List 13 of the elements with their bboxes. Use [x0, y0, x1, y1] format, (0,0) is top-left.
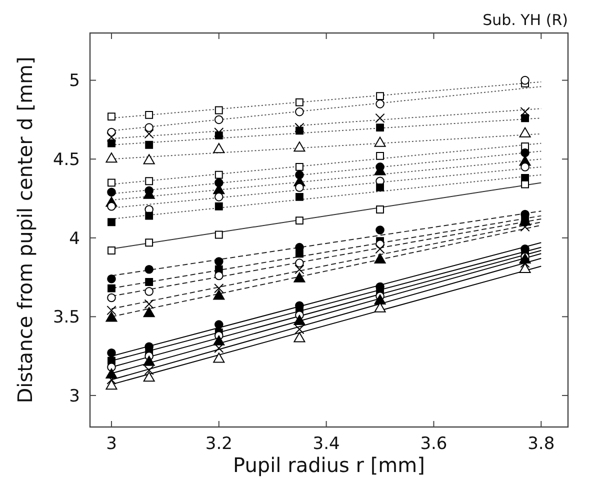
x-tick-label: 3.4: [312, 434, 340, 454]
x-tick-label: 3.2: [205, 434, 232, 454]
y-tick-label: 4: [69, 228, 80, 249]
x-axis-title: Pupil radius r [mm]: [233, 453, 425, 477]
y-tick-label: 3: [69, 386, 80, 406]
y-tick-label: 5: [69, 71, 80, 92]
x-tick-label: 3: [106, 434, 117, 454]
x-tick-label: 3.6: [420, 434, 448, 454]
x-tick-label: 3.8: [528, 434, 555, 454]
chart-title: Sub. YH (R): [482, 11, 568, 29]
y-tick-label: 4.5: [52, 150, 80, 170]
y-tick-label: 3.5: [52, 308, 80, 328]
y-axis-title: Distance from pupil center d [mm]: [13, 56, 37, 404]
